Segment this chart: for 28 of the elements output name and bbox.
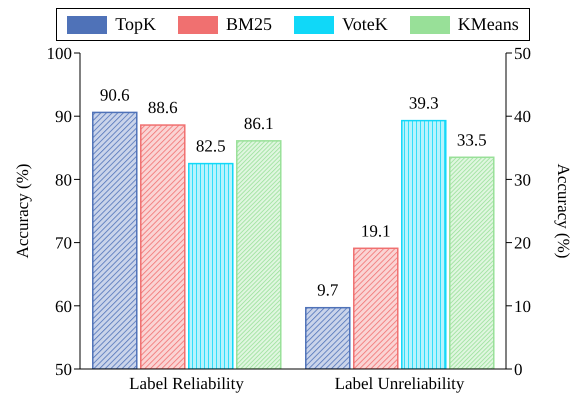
legend-label: KMeans <box>458 14 519 35</box>
y-tick-label: 70 <box>55 234 72 253</box>
data-label: 33.5 <box>456 130 487 150</box>
data-label: 86.1 <box>244 114 274 133</box>
y2-tick-label: 50 <box>514 44 531 64</box>
legend-label: BM25 <box>226 14 272 35</box>
legend-label: TopK <box>115 14 156 35</box>
data-label: 88.6 <box>148 98 178 118</box>
y2-tick-label: 40 <box>514 107 531 126</box>
y-tick-label: 80 <box>55 170 72 190</box>
data-label: 19.1 <box>360 221 391 240</box>
y-axis-title: Accuracy (%) <box>13 164 32 258</box>
legend-label: VoteK <box>342 14 388 35</box>
y2-tick-label: 10 <box>514 296 531 316</box>
data-label: 90.6 <box>100 85 130 104</box>
x-tick-label: Label Unreliability <box>334 374 465 394</box>
data-label: 82.5 <box>196 136 226 156</box>
data-label: 39.3 <box>408 94 439 113</box>
y2-tick-label: 30 <box>514 170 531 190</box>
y-tick-label: 60 <box>55 296 72 316</box>
y-tick-label: 50 <box>55 360 72 380</box>
y-tick-label: 90 <box>55 107 72 126</box>
y2-axis-title: Accuracy (%) <box>554 164 573 258</box>
y2-tick-label: 0 <box>514 360 522 380</box>
y-tick-label: 100 <box>46 44 72 64</box>
y2-tick-label: 20 <box>514 234 531 253</box>
x-tick-label: Label Reliability <box>129 374 244 394</box>
data-label: 9.7 <box>317 280 339 300</box>
